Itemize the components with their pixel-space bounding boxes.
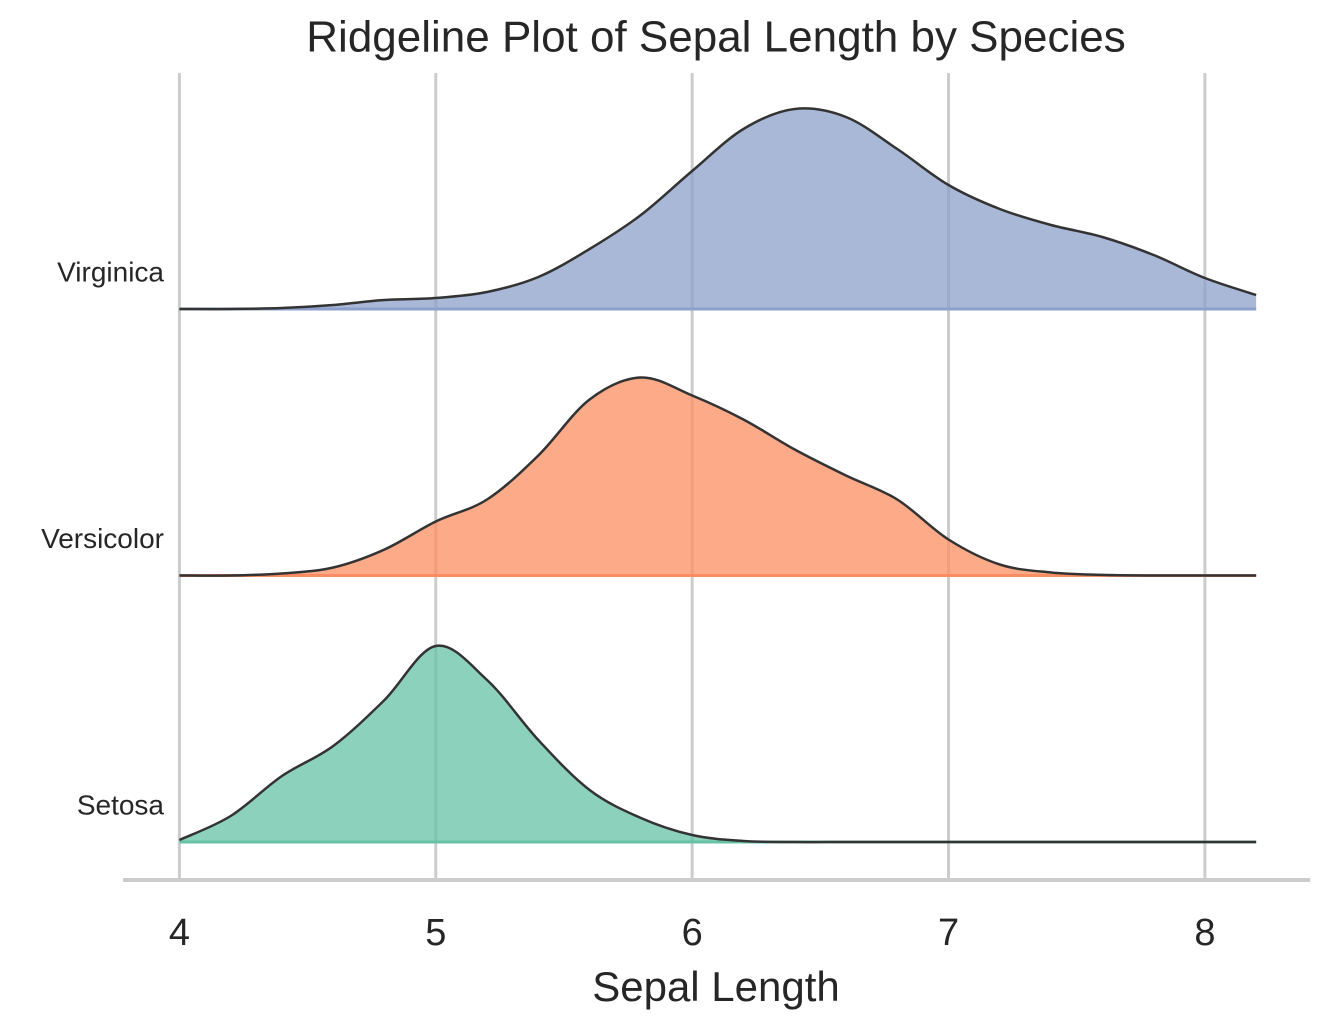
ridge-area: [179, 377, 1257, 576]
ridge-line: [179, 376, 1257, 577]
x-tick-label: 8: [1194, 912, 1215, 954]
x-tick-label: 7: [938, 912, 959, 954]
x-tick-label: 5: [425, 912, 446, 954]
ridge-area: [179, 645, 1257, 843]
x-tick-label: 6: [682, 912, 703, 954]
series-label: Virginica: [57, 256, 164, 287]
series-label: Versicolor: [41, 523, 164, 554]
x-tick-label: 4: [169, 912, 190, 954]
ridge-area: [179, 108, 1257, 310]
x-axis-label: Sepal Length: [592, 963, 840, 1010]
chart-title: Ridgeline Plot of Sepal Length by Specie…: [306, 13, 1125, 62]
ridge-line: [179, 107, 1257, 311]
ridge-line: [178, 644, 1257, 844]
series-label: Setosa: [77, 789, 165, 820]
